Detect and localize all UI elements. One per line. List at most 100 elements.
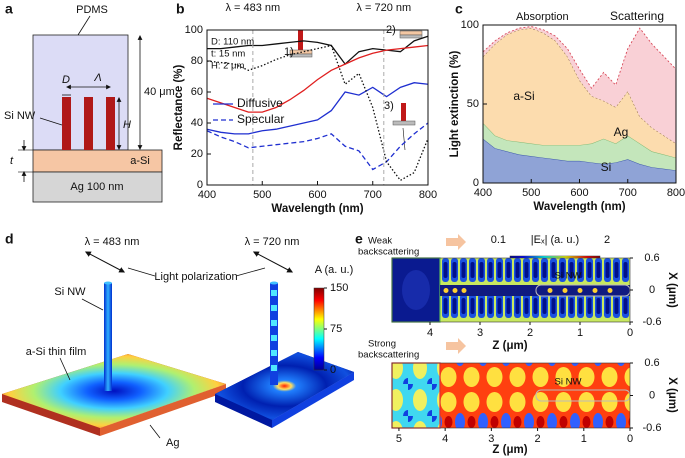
inset-layer xyxy=(399,30,423,36)
label: λ = 720 nm xyxy=(245,236,300,248)
nanowire-field xyxy=(440,285,630,296)
label: Si NW xyxy=(54,286,86,298)
z-tick-label: 2 xyxy=(535,433,541,445)
x-tick-label: 0 xyxy=(649,389,655,401)
colorbar-tick-label: 0 xyxy=(330,364,336,376)
colorbar-ticks: 0.1 2 xyxy=(491,234,610,246)
area xyxy=(483,28,676,158)
x-tick-label: 700 xyxy=(364,189,382,201)
annotation: t: 15 nm xyxy=(211,49,245,60)
nanowire-hotspots xyxy=(443,288,613,293)
area-edge xyxy=(482,27,677,144)
chart: 400 500 600 700 800 0 50 100 Wavelength (nm) Ligh… xyxy=(449,9,685,213)
area xyxy=(483,122,676,171)
annotation: 1) xyxy=(284,46,294,58)
inset-layer xyxy=(399,34,423,39)
line xyxy=(206,82,429,135)
annotation: 3) xyxy=(384,100,394,112)
y-tick-label: 100 xyxy=(461,19,479,31)
field-map-back xyxy=(391,362,441,429)
x-tick-label: 400 xyxy=(198,189,216,201)
nanowire-bands xyxy=(271,290,277,371)
nanowire xyxy=(62,97,71,150)
panel-label: c xyxy=(455,1,463,17)
panel-label: a xyxy=(5,1,13,17)
z-tick-label: 5 xyxy=(396,433,402,445)
y-tick-label: 0 xyxy=(473,177,479,189)
inset-layer xyxy=(392,120,416,126)
inset-nanowire xyxy=(401,103,406,121)
label: Λ xyxy=(93,72,101,84)
z-tick-label: 0 xyxy=(627,327,633,339)
series-label: Ag xyxy=(614,125,629,139)
annotation: H: 2 μm xyxy=(211,61,245,72)
series-label: a-Si xyxy=(513,89,534,103)
z-tick-label: 0 xyxy=(627,433,633,445)
x-tick-label: 0.6 xyxy=(644,357,659,369)
area xyxy=(483,26,676,144)
polarization-arrow xyxy=(252,251,294,273)
note: backscattering xyxy=(358,350,419,361)
colorbar-tick-label: 75 xyxy=(330,323,342,335)
line xyxy=(206,44,429,182)
label: λ = 483 nm xyxy=(85,236,140,248)
label: Ag 100 nm xyxy=(70,181,123,193)
axis-title: X (μm) xyxy=(666,377,678,413)
z-tick-label: 4 xyxy=(427,327,433,339)
leader xyxy=(235,267,266,277)
legend-label: Diffusive xyxy=(237,96,283,110)
z-tick-label: 3 xyxy=(477,327,483,339)
y-axis-title: Reflectance (%) xyxy=(173,65,185,151)
y-tick-label: 80 xyxy=(191,55,203,67)
plate-side xyxy=(272,372,354,428)
label: Light polarization xyxy=(154,271,237,283)
y-tick-label: 60 xyxy=(191,86,203,98)
y-tick-label: 0 xyxy=(197,179,203,191)
leader xyxy=(127,267,156,277)
inset-nanowire xyxy=(298,30,303,50)
x-tick-label: 0.6 xyxy=(644,252,659,264)
label: Si NW xyxy=(555,271,582,282)
polarization-arrow xyxy=(84,251,126,273)
label: Si NW xyxy=(4,110,36,122)
z-tick-label: 4 xyxy=(442,433,448,445)
leader xyxy=(77,15,91,36)
z-tick-label: 3 xyxy=(488,433,494,445)
series-label: Scattering xyxy=(610,9,664,23)
x-tick-label: -0.6 xyxy=(643,316,662,328)
chart: λ = 483 nm λ = 720 nm 400 500 600 700 800 0 20 40… xyxy=(173,2,437,215)
y-tick-label: 40 xyxy=(191,117,203,129)
x-tick-label: -0.6 xyxy=(643,422,662,434)
colorbar-tick-label: 0.1 xyxy=(491,234,506,246)
panel-label: d xyxy=(5,231,14,247)
colorbar-title: A (a. u.) xyxy=(315,264,354,276)
reference-label: λ = 720 nm xyxy=(356,2,411,14)
label: 40 μm xyxy=(144,86,175,98)
line xyxy=(206,122,429,171)
x-tick-label: 0 xyxy=(649,284,655,296)
nanowire xyxy=(104,283,112,391)
x-tick-label: 700 xyxy=(619,187,637,199)
ag-layer xyxy=(32,171,163,203)
map-ticks: 4 3 2 1 0 0.6 0 -0.6 5 4 3 2 1 0 0.6 0 -0.6 xyxy=(391,252,662,445)
nanowire xyxy=(84,97,93,150)
x-tick-label: 800 xyxy=(667,187,685,199)
x-tick-label: 500 xyxy=(522,187,540,199)
x-tick-label: 500 xyxy=(253,189,271,201)
line xyxy=(206,44,429,113)
x-axis-title: Wavelength (nm) xyxy=(533,201,625,213)
nanowire xyxy=(270,283,278,385)
y-axis-title: Light extinction (%) xyxy=(449,50,461,157)
axis-title: Z (μm) xyxy=(492,340,527,352)
annotation: D: 110 nm xyxy=(211,37,254,48)
label: a-Si thin film xyxy=(26,346,87,358)
field-blob xyxy=(402,270,430,310)
maps-e: |Eₓ| (a. u.) 0.1 2 Si NW Si NW Weak backs… xyxy=(358,234,678,456)
x-tick-label: 800 xyxy=(419,189,437,201)
nanowire-top xyxy=(270,281,278,285)
plate-side xyxy=(100,384,226,436)
x-tick-label: 600 xyxy=(308,189,326,201)
x-tick-label: 600 xyxy=(570,187,588,199)
z-tick-label: 2 xyxy=(527,327,533,339)
label: t xyxy=(10,155,14,167)
